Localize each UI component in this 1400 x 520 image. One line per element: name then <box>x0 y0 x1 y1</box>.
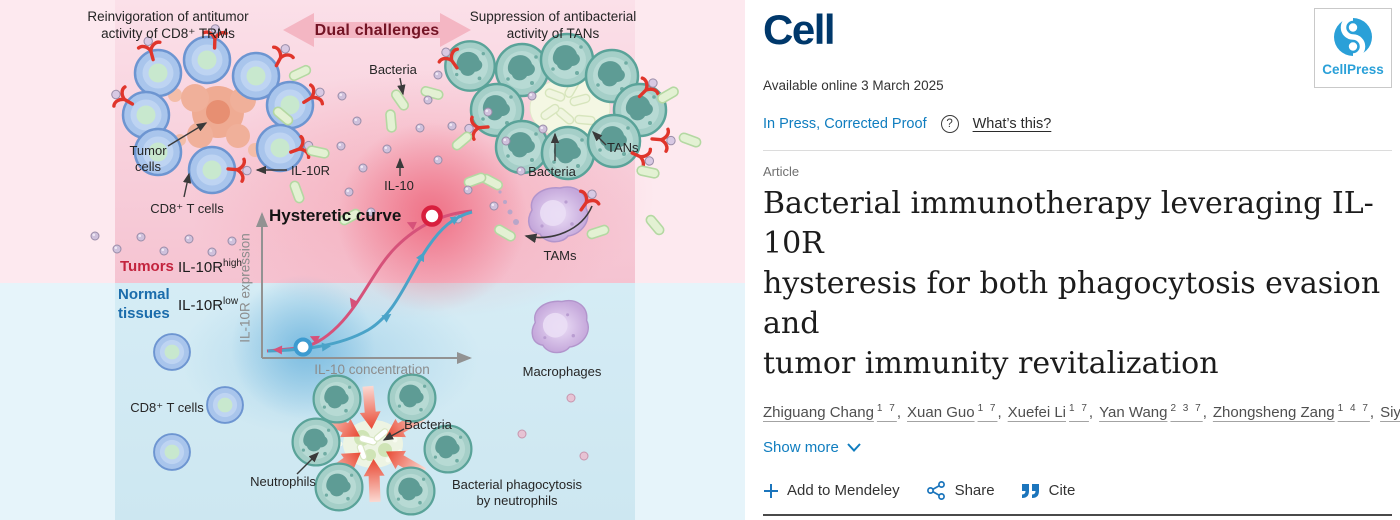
hysteresis-plot <box>256 205 473 364</box>
whats-this-link[interactable]: What’s this? <box>972 116 1052 132</box>
figure-heading-right: Suppression of antibacterial activity of… <box>469 9 637 41</box>
cellpress-swirl-icon <box>1334 15 1372 59</box>
logo-row: Cell CellPress <box>763 0 1392 88</box>
label-arrows <box>167 77 607 475</box>
cite-quotes-icon <box>1021 483 1039 498</box>
author-link[interactable]: Yan Wang 2 3 7 <box>1099 403 1203 422</box>
tam-cell <box>498 182 606 244</box>
hysteretic-curve-label: Hysteretic curve <box>269 206 402 225</box>
plus-icon <box>764 483 778 498</box>
author-link[interactable]: Zhiguang Chang 1 7 <box>763 403 897 422</box>
author-separator: , <box>896 404 901 422</box>
section-divider <box>763 514 1392 517</box>
il10r-high-label: IL-10Rhigh <box>178 258 242 278</box>
bacteria-top-label: Bacteria <box>369 62 417 77</box>
cd8-top-label: CD8⁺ T cells <box>150 201 224 216</box>
tams-label: TAMs <box>543 248 577 263</box>
dual-challenges-arrow <box>283 13 471 47</box>
tumor-cells-label: Tumor cells <box>129 143 167 175</box>
il10r-low-label: IL-10Rlow <box>178 296 238 316</box>
x-axis-label: IL-10 concentration <box>314 362 430 377</box>
chevron-down-icon <box>847 443 861 453</box>
article-title: Bacterial immunotherapy leveraging IL-10… <box>763 186 1381 381</box>
show-more-button[interactable]: Show more <box>763 439 861 456</box>
cd8-bottom-label: CD8⁺ T cells <box>130 400 204 415</box>
action-bar: Add to Mendeley Share Cite <box>763 481 1392 501</box>
figure-heading-left: Reinvigoration of antitumor activity of … <box>87 9 249 41</box>
pink-dots <box>517 393 589 461</box>
phagocytosis-label: Bacterial phagocytosis by neutrophils <box>451 477 583 509</box>
tans-label: TANs <box>607 140 639 155</box>
dual-challenges-label: Dual challenges <box>314 22 440 39</box>
author-link[interactable]: Xuefei Li 1 7 <box>1007 403 1089 422</box>
available-online-date: Available online 3 March 2025 <box>763 78 944 93</box>
bacteria-bottom-label: Bacteria <box>404 417 452 432</box>
cite-label: Cite <box>1048 482 1076 500</box>
graphical-abstract: Reinvigoration of antitumor activity of … <box>0 0 745 520</box>
share-label: Share <box>954 482 995 500</box>
add-to-mendeley-button[interactable]: Add to Mendeley <box>763 482 900 499</box>
author-link[interactable]: Siyu Pei2 <box>1380 404 1400 422</box>
graphical-abstract-art <box>0 0 745 520</box>
add-to-mendeley-label: Add to Mendeley <box>787 482 900 500</box>
author-list: Zhiguang Chang 1 7, Xuan Guo 1 7, Xuefei Li 1… <box>763 396 1400 426</box>
cell-journal-logo[interactable]: Cell <box>763 6 836 53</box>
show-more-label: Show more <box>763 439 839 457</box>
il10r-label: IL-10R <box>291 163 331 178</box>
normal-tissues-label: Normal tissues <box>118 286 170 322</box>
cellpress-logo[interactable]: CellPress <box>1314 8 1392 88</box>
author-link[interactable]: Zhongsheng Zang 1 4 7 <box>1212 403 1370 422</box>
il10r-high-base: IL-10R <box>178 259 224 276</box>
il10r-low-base: IL-10R <box>178 297 224 314</box>
author-separator: , <box>997 404 1002 422</box>
share-icon <box>926 481 945 501</box>
cite-button[interactable]: Cite <box>1021 482 1076 500</box>
il10r-low-sup: low <box>223 296 239 307</box>
header-divider <box>763 150 1392 151</box>
il10r-high-sup: high <box>223 258 242 269</box>
macrophages-label: Macrophages <box>522 364 602 379</box>
tumors-label: Tumors <box>120 258 174 275</box>
author-separator: , <box>1202 404 1207 422</box>
author-link[interactable]: Xuan Guo 1 7 <box>907 403 998 422</box>
share-button[interactable]: Share <box>926 481 995 501</box>
neutrophils-label: Neutrophils <box>250 474 316 489</box>
y-axis-label: IL-10R expression <box>237 233 253 343</box>
low-state-marker <box>293 337 313 357</box>
article-header-panel: Cell CellPress Available online 3 March … <box>745 0 1400 520</box>
high-state-marker <box>421 205 443 227</box>
author-separator: , <box>1369 404 1375 422</box>
in-press-row: In Press, Corrected Proof ? What’s this? <box>763 115 1392 133</box>
tan-cluster <box>432 32 678 181</box>
in-press-link[interactable]: In Press, Corrected Proof <box>763 116 927 132</box>
cellpress-wordmark: CellPress <box>1322 62 1384 77</box>
il10-label: IL-10 <box>384 178 414 193</box>
question-mark-icon[interactable]: ? <box>940 115 959 133</box>
author-separator: , <box>1088 404 1094 422</box>
bacteria-right-label: Bacteria <box>528 164 576 179</box>
article-type-label: Article <box>763 164 800 179</box>
